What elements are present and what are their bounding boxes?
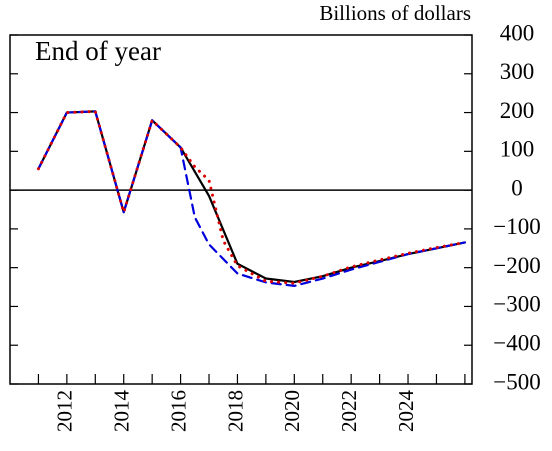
x-tick-label: 2012	[53, 390, 77, 432]
y-tick-label: −300	[493, 292, 540, 317]
x-tick-label: 2018	[223, 390, 247, 432]
y-tick-label: −400	[493, 331, 540, 356]
y-tick-label: 100	[500, 137, 535, 162]
y-tick-label: 200	[500, 98, 535, 123]
x-tick-label: 2016	[166, 390, 190, 432]
y-tick-label: −500	[493, 369, 540, 394]
x-tick-label: 2022	[337, 390, 361, 432]
x-tick-label: 2014	[110, 390, 134, 433]
y-tick-label: 0	[511, 175, 523, 200]
plot-frame	[9, 34, 473, 385]
y-tick-label: −100	[493, 214, 540, 239]
annotation: End of year	[35, 36, 161, 66]
x-tick-label: 2020	[280, 390, 304, 432]
x-tick-label: 2024	[394, 390, 418, 433]
y-tick-label: −200	[493, 253, 540, 278]
y-axis-label: Billions of dollars	[319, 1, 471, 25]
y-tick-label: 400	[500, 20, 535, 45]
y-tick-label: 300	[500, 59, 535, 84]
series-line	[37, 110, 466, 287]
series-line	[36, 109, 467, 285]
series-line	[37, 110, 466, 284]
